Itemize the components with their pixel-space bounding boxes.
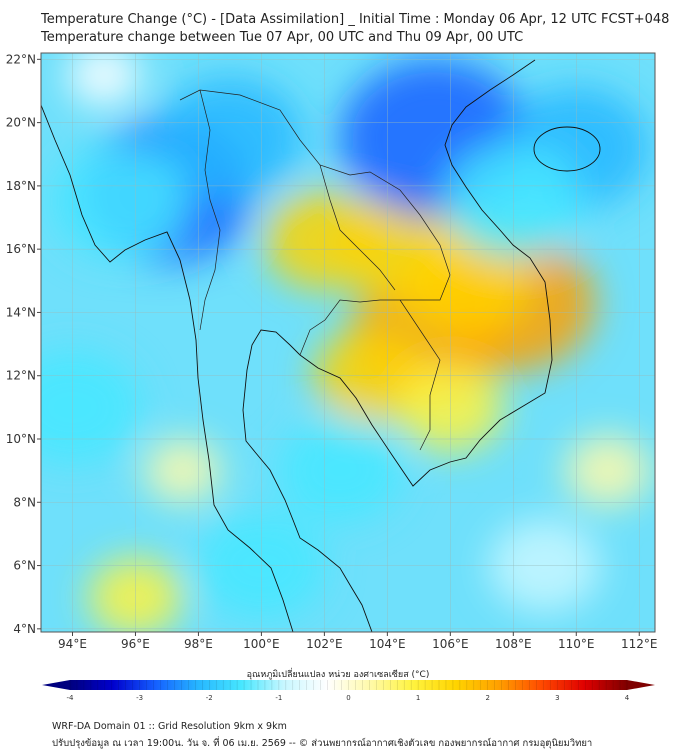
lat-tick-label: 10°N bbox=[6, 432, 36, 446]
temperature-anomaly-area bbox=[564, 434, 651, 507]
map-subtitle: Temperature change between Tue 07 Apr, 0… bbox=[41, 30, 524, 45]
temperature-anomaly-area bbox=[41, 349, 142, 465]
lat-tick-label: 8°N bbox=[13, 495, 36, 509]
colorbar-tick-label: -1 bbox=[275, 694, 282, 702]
lat-tick-label: 14°N bbox=[6, 305, 36, 319]
temperature-anomaly-area bbox=[277, 418, 403, 523]
lat-tick-label: 20°N bbox=[6, 116, 36, 130]
lon-tick-label: 98°E bbox=[184, 637, 213, 651]
lon-tick-label: 106°E bbox=[432, 637, 469, 651]
map-title: Temperature Change (°C) - [Data Assimila… bbox=[41, 12, 670, 27]
lat-tick-label: 6°N bbox=[13, 559, 36, 573]
colorbar-tick-label: -2 bbox=[206, 694, 213, 702]
colorbar-gradient bbox=[70, 680, 627, 690]
lat-tick-label: 22°N bbox=[6, 52, 36, 66]
colorbar-min-extension bbox=[42, 680, 70, 690]
colorbar-tick-label: 1 bbox=[416, 694, 420, 702]
lon-tick-label: 100°E bbox=[243, 637, 280, 651]
lon-tick-label: 108°E bbox=[495, 637, 532, 651]
lon-tick-label: 112°E bbox=[621, 637, 658, 651]
colorbar-tick-label: -4 bbox=[67, 694, 75, 702]
plot-frame bbox=[40, 52, 656, 633]
lon-tick-label: 96°E bbox=[121, 637, 150, 651]
lon-tick-label: 102°E bbox=[306, 637, 343, 651]
colorbar-tick-label: 2 bbox=[486, 694, 490, 702]
country-borders bbox=[179, 89, 451, 451]
temperature-anomaly-area bbox=[50, 144, 189, 260]
lon-tick-label: 104°E bbox=[369, 637, 406, 651]
colorbar-tick-label: 4 bbox=[625, 694, 630, 702]
temperature-anomaly-area bbox=[67, 53, 141, 106]
colorbar-tick-label: 3 bbox=[555, 694, 559, 702]
footer-model-info: WRF-DA Domain 01 :: Grid Resolution 9km … bbox=[52, 721, 287, 732]
colorbar-tick-label: -3 bbox=[136, 694, 143, 702]
lon-tick-label: 110°E bbox=[558, 637, 595, 651]
colorbar-title: อุณหภูมิเปลี่ยนแปลง หน่วย องศาเซลเซียส (… bbox=[246, 670, 430, 680]
lat-tick-label: 4°N bbox=[13, 622, 36, 636]
lon-tick-label: 94°E bbox=[58, 637, 87, 651]
lat-tick-label: 18°N bbox=[6, 179, 36, 193]
temperature-anomaly-area bbox=[144, 438, 222, 503]
colorbar: -4 -3 -2 -1 0 1 2 3 4 bbox=[42, 680, 655, 702]
temperature-anomaly-area bbox=[156, 77, 304, 200]
lat-tick-label: 12°N bbox=[6, 369, 36, 383]
footer-credit: ปรับปรุงข้อมูล ณ เวลา 19:00น. วัน จ. ที่… bbox=[52, 738, 593, 749]
colorbar-max-extension bbox=[627, 680, 655, 690]
colorbar-tick-label: 0 bbox=[346, 694, 350, 702]
temperature-change-map: 94°E 96°E 98°E 100°E 102°E 104°E 106°E 108°E 110… bbox=[6, 52, 658, 702]
lat-tick-label: 16°N bbox=[6, 242, 36, 256]
hainan-island bbox=[533, 126, 601, 172]
coastline bbox=[41, 59, 553, 632]
